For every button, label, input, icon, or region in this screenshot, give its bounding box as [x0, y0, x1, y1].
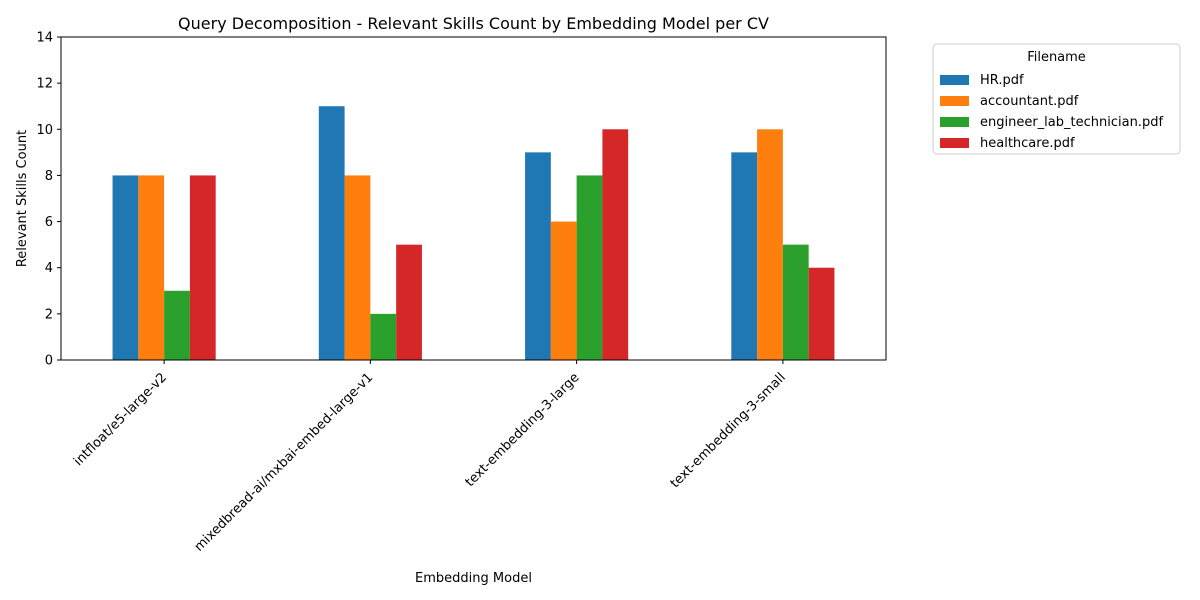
y-tick-label: 6 — [45, 215, 53, 230]
bar — [602, 129, 629, 360]
plot-frame — [60, 36, 887, 361]
bar — [112, 175, 139, 360]
bar — [757, 129, 783, 360]
legend-label: HR.pdf — [980, 73, 1024, 88]
legend-swatch — [940, 96, 969, 106]
bar — [808, 267, 835, 360]
legend-title: Filename — [1027, 50, 1086, 65]
y-axis: 0 2 4 6 8 10 12 14 — [36, 31, 61, 369]
bar — [731, 152, 758, 360]
x-axis: intfloat/e5-large-v2 mixedbread-ai/mxbai-… — [71, 360, 789, 555]
bar — [576, 175, 603, 360]
bars-group — [112, 106, 835, 360]
y-tick-label: 10 — [36, 123, 53, 138]
y-tick-label: 0 — [45, 354, 53, 369]
legend-swatch — [940, 117, 969, 127]
legend-frame — [932, 43, 1181, 155]
y-tick-label: 12 — [36, 77, 53, 92]
legend-swatch — [940, 75, 969, 85]
x-tick-label: text-embedding-3-large — [463, 370, 583, 490]
bar — [370, 313, 397, 360]
y-tick-label: 2 — [45, 307, 53, 322]
legend-label: engineer_lab_technician.pdf — [980, 115, 1163, 130]
legend: Filename HR.pdf accountant.pdf engineer_la… — [932, 43, 1181, 155]
bar — [138, 175, 165, 360]
bar — [318, 106, 345, 360]
x-tick-label: mixedbread-ai/mxbai-embed-large-v1 — [192, 370, 377, 555]
y-tick-label: 14 — [36, 31, 53, 46]
x-axis-label: Embedding Model — [415, 571, 532, 586]
bar — [550, 221, 577, 360]
bar — [525, 152, 551, 360]
legend-label: accountant.pdf — [980, 94, 1079, 109]
y-tick-label: 8 — [45, 169, 53, 184]
bar — [396, 244, 422, 360]
legend-swatch — [940, 138, 969, 148]
legend-label: healthcare.pdf — [980, 136, 1075, 151]
y-axis-label: Relevant Skills Count — [15, 130, 30, 267]
bar — [189, 175, 216, 360]
y-tick-label: 4 — [45, 261, 53, 276]
x-tick-label: text-embedding-3-small — [668, 370, 789, 491]
x-tick-label: intfloat/e5-large-v2 — [71, 370, 170, 469]
chart-title: Query Decomposition - Relevant Skills Co… — [178, 14, 769, 33]
bar — [782, 244, 809, 360]
bar — [344, 175, 371, 360]
bar — [164, 290, 190, 360]
